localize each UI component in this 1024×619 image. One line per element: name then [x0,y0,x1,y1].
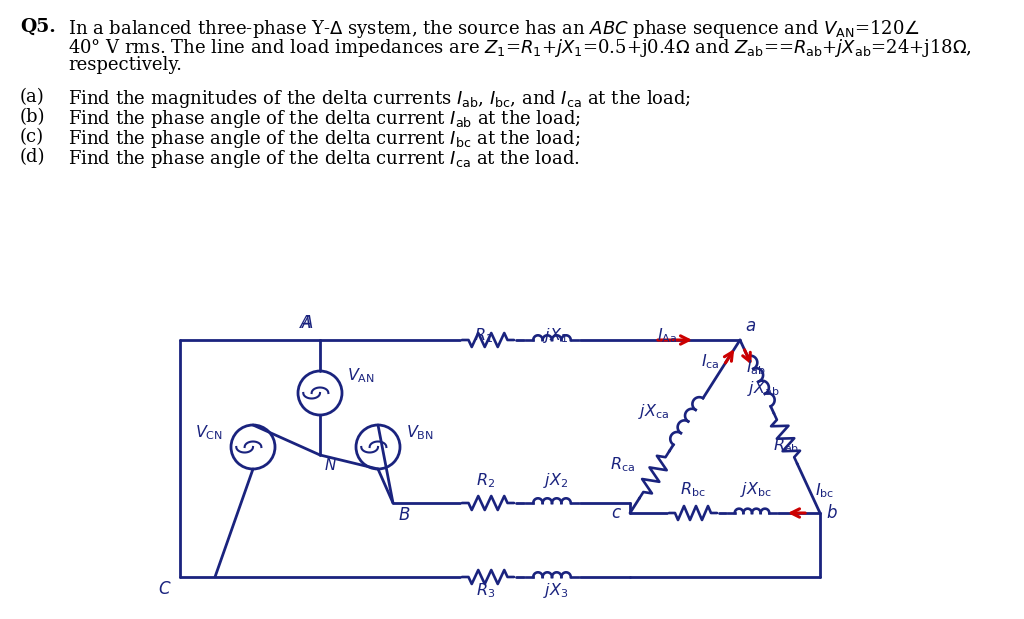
Text: 40° V rms. The line and load impedances are $Z_1$=$R_1$+$jX_1$=0.5+j0.4$\Omega$ : 40° V rms. The line and load impedances … [68,37,972,59]
Text: $R_{\rm ca}$: $R_{\rm ca}$ [610,456,635,474]
Text: Find the phase angle of the delta current $\it{I}_{\rm bc}$ at the load;: Find the phase angle of the delta curren… [68,128,581,150]
Text: $\it{A}$: $\it{A}$ [299,315,312,332]
Text: (b): (b) [20,108,45,126]
Text: $\it{N}$: $\it{N}$ [324,457,337,473]
Text: respectively.: respectively. [68,56,182,74]
Text: $R_{\rm bc}$: $R_{\rm bc}$ [680,480,706,499]
Text: $I_{\rm Aa}$: $I_{\rm Aa}$ [657,326,677,345]
Text: $I_{\rm bc}$: $I_{\rm bc}$ [815,482,835,500]
Text: $jX_{\rm ab}$: $jX_{\rm ab}$ [746,379,779,399]
Text: $R_{\rm ab}$: $R_{\rm ab}$ [773,436,800,456]
Text: $V_{\rm BN}$: $V_{\rm BN}$ [406,423,434,442]
Text: $jX_2$: $jX_2$ [544,471,568,490]
Text: $R_1$: $R_1$ [474,326,494,345]
Text: $jX_{\rm ca}$: $jX_{\rm ca}$ [638,402,669,422]
Text: (d): (d) [20,148,45,166]
Text: (c): (c) [20,128,44,146]
Text: Q5.: Q5. [20,18,55,36]
Text: $I_{\rm ab}$: $I_{\rm ab}$ [746,358,766,377]
Text: $\it{B}$: $\it{B}$ [398,507,411,524]
Text: $V_{\rm CN}$: $V_{\rm CN}$ [195,423,223,442]
Text: $jX_3$: $jX_3$ [544,581,568,600]
Text: $I_{\rm ca}$: $I_{\rm ca}$ [701,352,720,371]
Text: Find the magnitudes of the delta currents $\it{I}_{\rm ab}$, $\it{I}_{\rm bc}$, : Find the magnitudes of the delta current… [68,88,691,110]
Text: Find the phase angle of the delta current $\it{I}_{\rm ca}$ at the load.: Find the phase angle of the delta curren… [68,148,580,170]
Text: $\it{b}$: $\it{b}$ [826,504,838,522]
Text: $jX_1$: $jX_1$ [544,326,568,345]
Text: $\it{A}$: $\it{A}$ [301,315,314,332]
Text: (a): (a) [20,88,45,106]
Text: $\it{c}$: $\it{c}$ [611,504,622,521]
Text: $jX_{\rm bc}$: $jX_{\rm bc}$ [740,480,772,499]
Text: Find the phase angle of the delta current $\it{I}_{\rm ab}$ at the load;: Find the phase angle of the delta curren… [68,108,581,130]
Text: In a balanced three-phase Y-$\Delta$ system, the source has an $\it{ABC}$ phase : In a balanced three-phase Y-$\Delta$ sys… [68,18,920,40]
Text: $R_3$: $R_3$ [476,581,496,600]
Text: $\it{C}$: $\it{C}$ [159,581,172,598]
Text: $V_{\rm AN}$: $V_{\rm AN}$ [347,366,375,385]
Text: $\it{a}$: $\it{a}$ [745,318,756,335]
Text: $R_2$: $R_2$ [476,471,496,490]
